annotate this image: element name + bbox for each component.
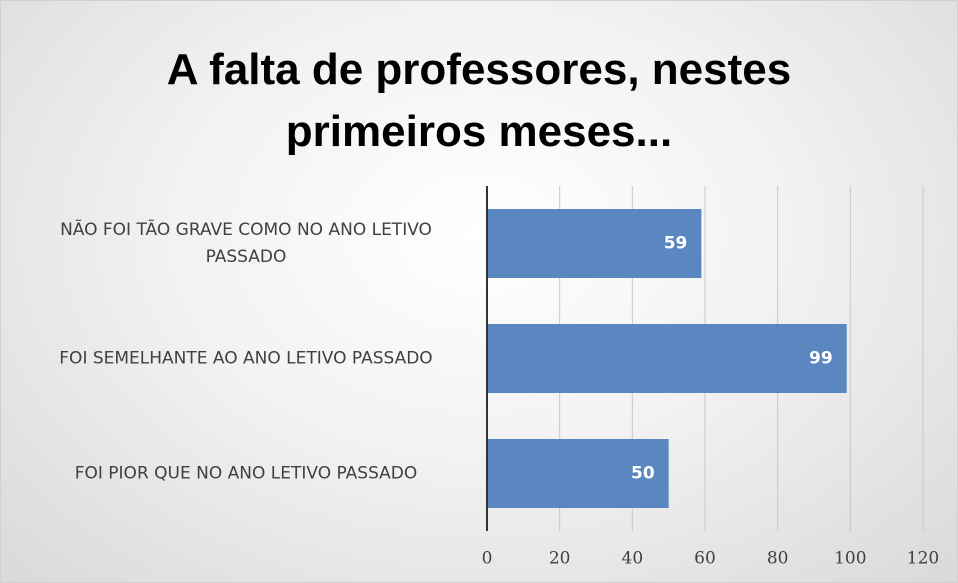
x-tick-label: 60 — [694, 549, 716, 569]
x-tick-label: 0 — [482, 549, 493, 569]
x-tick-label: 40 — [622, 549, 644, 569]
y-tick-label: NÃO FOI TÃO GRAVE COMO NO ANO LETIVO PAS… — [60, 219, 432, 267]
bar — [487, 209, 702, 278]
value-label: 50 — [631, 464, 655, 484]
chart-title: A falta de professores, nestes primeiros… — [166, 45, 792, 156]
x-tick-label: 100 — [834, 549, 866, 569]
bar — [487, 324, 847, 393]
value-label: 59 — [664, 234, 688, 254]
x-tick-label: 20 — [549, 549, 571, 569]
y-tick-label: FOI PIOR QUE NO ANO LETIVO PASSADO — [74, 463, 418, 483]
bar — [487, 439, 669, 508]
y-tick-label: FOI SEMELHANTE AO ANO LETIVO PASSADO — [59, 348, 433, 368]
x-tick-label: 80 — [767, 549, 789, 569]
value-label: 99 — [809, 349, 833, 369]
x-tick-label: 120 — [907, 549, 939, 569]
